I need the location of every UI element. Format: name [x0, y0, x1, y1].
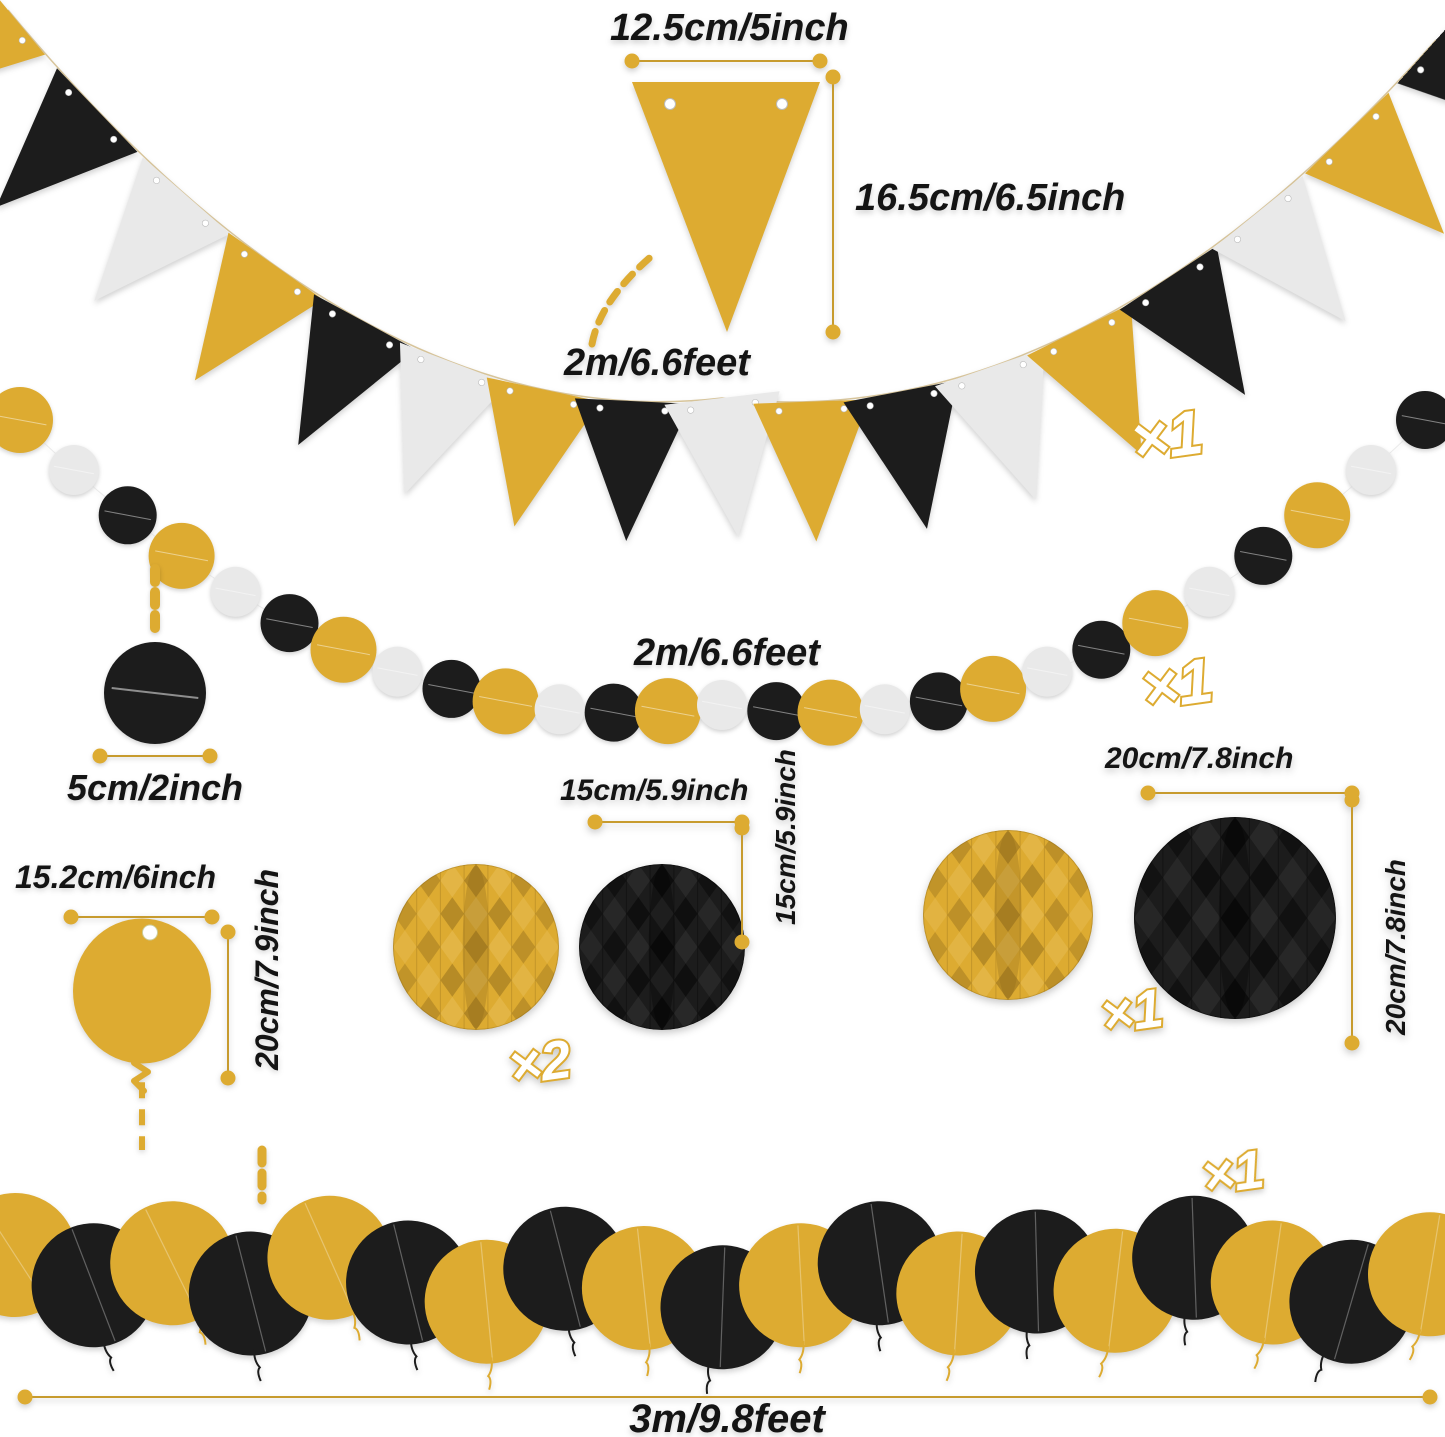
svg-text:5cm/2inch: 5cm/2inch: [67, 767, 243, 808]
svg-text:20cm/7.9inch: 20cm/7.9inch: [249, 869, 285, 1071]
svg-text:15cm/5.9inch: 15cm/5.9inch: [560, 774, 748, 807]
svg-text:15cm/5.9inch: 15cm/5.9inch: [770, 749, 801, 925]
svg-text:20cm/7.8inch: 20cm/7.8inch: [1380, 859, 1411, 1036]
svg-text:3m/9.8feet: 3m/9.8feet: [629, 1397, 826, 1437]
svg-text:×1: ×1: [1097, 978, 1166, 1046]
svg-text:×1: ×1: [1198, 1139, 1267, 1207]
svg-text:16.5cm/6.5inch: 16.5cm/6.5inch: [855, 177, 1125, 219]
svg-text:2m/6.6feet: 2m/6.6feet: [563, 342, 751, 384]
svg-text:2m/6.6feet: 2m/6.6feet: [633, 632, 821, 674]
svg-text:×1: ×1: [1137, 646, 1217, 724]
svg-text:15.2cm/6inch: 15.2cm/6inch: [15, 859, 216, 895]
svg-text:12.5cm/5inch: 12.5cm/5inch: [610, 7, 849, 49]
svg-text:×1: ×1: [1127, 398, 1207, 476]
svg-text:×2: ×2: [505, 1029, 574, 1097]
svg-text:20cm/7.8inch: 20cm/7.8inch: [1104, 742, 1293, 775]
